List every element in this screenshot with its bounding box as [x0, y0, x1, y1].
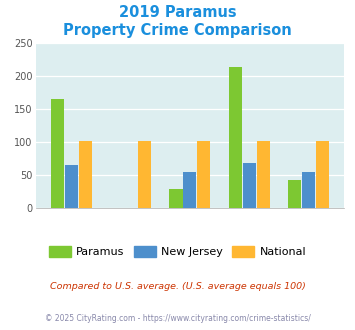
Bar: [184, 172, 196, 208]
Bar: [51, 99, 64, 208]
Bar: [197, 141, 211, 208]
Text: © 2025 CityRating.com - https://www.cityrating.com/crime-statistics/: © 2025 CityRating.com - https://www.city…: [45, 314, 310, 323]
Bar: [302, 172, 315, 208]
Text: 2019 Paramus: 2019 Paramus: [119, 5, 236, 20]
Bar: [229, 67, 242, 208]
Text: Property Crime Comparison: Property Crime Comparison: [63, 23, 292, 38]
Bar: [138, 141, 151, 208]
Bar: [243, 163, 256, 208]
Bar: [257, 141, 270, 208]
Bar: [288, 180, 301, 208]
Bar: [65, 165, 78, 208]
Text: Compared to U.S. average. (U.S. average equals 100): Compared to U.S. average. (U.S. average …: [50, 282, 305, 291]
Bar: [169, 189, 182, 208]
Bar: [316, 141, 329, 208]
Legend: Paramus, New Jersey, National: Paramus, New Jersey, National: [44, 242, 311, 262]
Bar: [78, 141, 92, 208]
